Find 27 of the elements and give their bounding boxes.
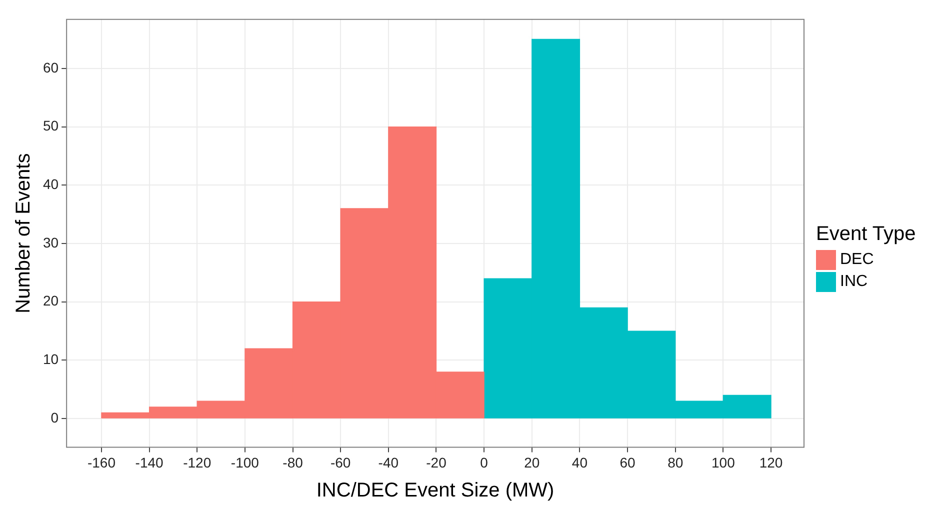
x-tick-label: 100 bbox=[712, 454, 736, 470]
y-tick-label: 50 bbox=[42, 118, 59, 134]
x-tick-label: -140 bbox=[135, 454, 164, 470]
x-tick-label: -100 bbox=[230, 454, 260, 470]
legend-label: DEC bbox=[840, 251, 874, 269]
x-axis-title: INC/DEC Event Size (MW) bbox=[316, 480, 554, 502]
x-tick-label: 0 bbox=[480, 454, 488, 470]
y-axis-title: Number of Events bbox=[12, 153, 35, 314]
y-tick-label: 40 bbox=[42, 176, 59, 192]
x-tick-label: -120 bbox=[183, 454, 212, 470]
y-tick-label: 0 bbox=[50, 409, 59, 426]
x-tick-label: -80 bbox=[282, 454, 304, 470]
x-tick-label: -40 bbox=[378, 454, 399, 470]
y-tick-label: 20 bbox=[42, 292, 59, 309]
x-tick-label: 120 bbox=[759, 454, 783, 470]
legend-title: Event Type bbox=[816, 223, 916, 246]
y-tick-label: 60 bbox=[42, 59, 59, 76]
x-tick-label: -20 bbox=[426, 454, 447, 470]
x-tick-label: -60 bbox=[330, 454, 351, 470]
legend-label: INC bbox=[840, 273, 868, 291]
y-tick-label: 30 bbox=[42, 234, 59, 250]
x-tick-label: 80 bbox=[668, 454, 684, 470]
x-tick-label: 40 bbox=[572, 454, 588, 470]
y-tick-label: 10 bbox=[42, 351, 59, 368]
x-tick-label: 60 bbox=[620, 454, 636, 470]
x-tick-label: 20 bbox=[524, 454, 540, 470]
x-tick-label: -160 bbox=[87, 454, 116, 470]
